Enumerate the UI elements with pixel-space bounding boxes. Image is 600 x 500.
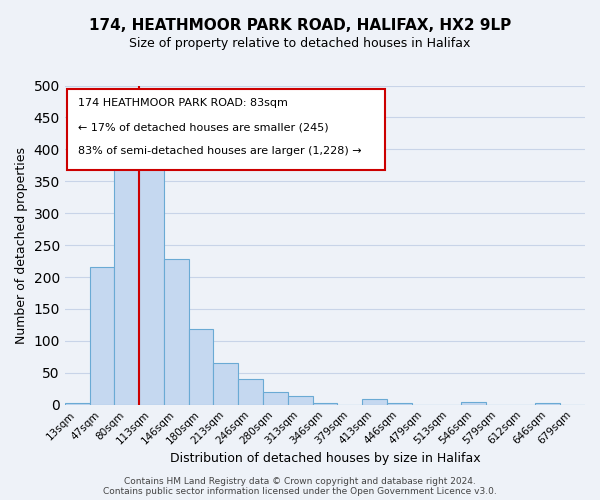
Bar: [387, 403, 412, 404]
Text: Contains HM Land Registry data © Crown copyright and database right 2024.: Contains HM Land Registry data © Crown c…: [124, 477, 476, 486]
Bar: [65, 403, 89, 404]
Text: 83% of semi-detached houses are larger (1,228) →: 83% of semi-detached houses are larger (…: [78, 146, 361, 156]
Bar: [188, 328, 214, 404]
Bar: [89, 268, 115, 404]
Bar: [238, 379, 263, 404]
Bar: [263, 392, 288, 404]
Bar: [214, 363, 238, 405]
Bar: [535, 403, 560, 404]
Text: 174 HEATHMOOR PARK ROAD: 83sqm: 174 HEATHMOOR PARK ROAD: 83sqm: [78, 98, 287, 108]
X-axis label: Distribution of detached houses by size in Halifax: Distribution of detached houses by size …: [170, 452, 480, 465]
Bar: [115, 148, 139, 404]
Text: ← 17% of detached houses are smaller (245): ← 17% of detached houses are smaller (24…: [78, 122, 328, 132]
Bar: [313, 403, 337, 404]
Bar: [362, 399, 387, 404]
Bar: [139, 167, 164, 404]
Bar: [164, 259, 188, 404]
Text: Size of property relative to detached houses in Halifax: Size of property relative to detached ho…: [130, 38, 470, 51]
Text: 174, HEATHMOOR PARK ROAD, HALIFAX, HX2 9LP: 174, HEATHMOOR PARK ROAD, HALIFAX, HX2 9…: [89, 18, 511, 32]
Bar: [461, 402, 486, 404]
Bar: [288, 396, 313, 404]
FancyBboxPatch shape: [67, 88, 385, 170]
Text: Contains public sector information licensed under the Open Government Licence v3: Contains public sector information licen…: [103, 487, 497, 496]
Y-axis label: Number of detached properties: Number of detached properties: [15, 146, 28, 344]
